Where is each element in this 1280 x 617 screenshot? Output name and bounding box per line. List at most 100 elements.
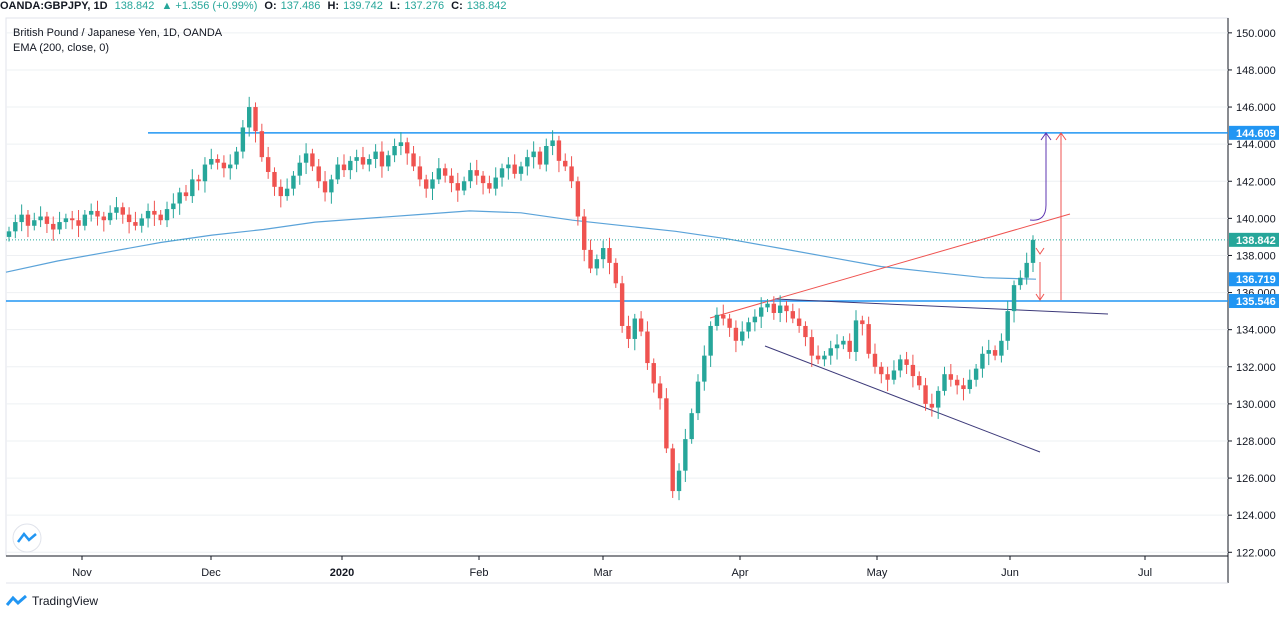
candle-up	[891, 370, 897, 380]
legend-indicator[interactable]: EMA (200, close, 0)	[13, 42, 109, 54]
candle-up	[32, 220, 37, 226]
candle-down	[563, 160, 568, 167]
candle-down	[923, 385, 928, 404]
candle-up	[164, 209, 170, 221]
candle-up	[1030, 239, 1036, 263]
brand-label: TradingView	[32, 594, 99, 608]
tradingview-watermark-icon[interactable]	[12, 523, 42, 553]
candle-up	[373, 151, 378, 159]
candle-down	[664, 398, 669, 449]
candle-up	[999, 340, 1004, 356]
candle-down	[512, 164, 517, 174]
candle-down	[727, 318, 732, 328]
candle-down	[613, 262, 619, 284]
candle-down	[44, 216, 50, 224]
x-tick-label: Mar	[594, 567, 613, 579]
candle-down	[253, 107, 258, 132]
candle-up	[468, 170, 473, 182]
candle-down	[651, 363, 656, 384]
footer-brand[interactable]: TradingView	[6, 592, 98, 610]
candle-down	[411, 153, 416, 167]
candle-up	[752, 316, 758, 323]
time-axis[interactable]: Nov Dec 2020 Feb Mar Apr May Jun Jul	[72, 556, 1152, 579]
legend-title: British Pound / Japanese Yen, 1D, OANDA	[13, 27, 223, 39]
candle-down	[872, 353, 878, 367]
y-tick-label: 142.000	[1236, 176, 1276, 188]
candle-up	[82, 214, 88, 226]
candle-down	[917, 376, 922, 386]
candle-down	[910, 364, 916, 377]
y-tick-label: 146.000	[1236, 102, 1276, 114]
candle-down	[322, 181, 328, 193]
candle-down	[221, 162, 227, 169]
candle-up	[708, 325, 713, 356]
candle-down	[582, 216, 587, 250]
candle-up	[518, 166, 524, 174]
candle-down	[158, 214, 163, 221]
candle-down	[76, 220, 81, 226]
candle-up	[841, 340, 846, 345]
candle-down	[575, 181, 581, 217]
candle-down	[442, 168, 448, 176]
wedge-lower-trendline[interactable]	[764, 345, 1041, 453]
candle-down	[879, 366, 884, 375]
x-tick-label: Nov	[72, 567, 92, 579]
horizontal-levels[interactable]	[6, 132, 1228, 302]
candle-up	[209, 158, 214, 165]
target-arrowhead-purple	[1040, 132, 1052, 141]
tradingview-logo-icon	[6, 594, 27, 606]
candle-up	[758, 307, 764, 317]
candle-up	[171, 203, 176, 210]
candle-up	[935, 390, 941, 408]
x-tick-label: Feb	[470, 567, 489, 579]
price-axis[interactable]: 150.000 148.000 146.000 144.000 142.000 140.0…	[1228, 28, 1276, 559]
candle-down	[721, 314, 726, 319]
candle-up	[499, 168, 505, 178]
candle-down	[133, 222, 138, 226]
y-tick-label: 122.000	[1236, 547, 1276, 559]
candle-up	[461, 181, 467, 191]
candle-up	[63, 218, 69, 223]
pullback-arrowhead	[1035, 293, 1045, 301]
close-label: C:	[451, 0, 463, 12]
upper-resistance-trendline[interactable]	[709, 213, 1071, 319]
candle-up	[525, 157, 530, 167]
candle-down	[379, 151, 385, 167]
candle-up	[942, 374, 947, 391]
candle-up	[1011, 285, 1017, 312]
candle-down	[796, 318, 802, 326]
symbol-name[interactable]: OANDA:GBPJPY, 1D	[0, 0, 108, 12]
candle-up	[246, 107, 252, 128]
low-label: L:	[389, 0, 401, 12]
target-arrow-purple[interactable]	[1029, 133, 1047, 221]
price-tag-label: 136.719	[1236, 274, 1276, 286]
candle-up	[898, 359, 903, 371]
price-tag: 135.546	[1229, 293, 1279, 308]
candle-down	[784, 305, 789, 312]
candle-down	[405, 142, 410, 154]
candle-up	[980, 353, 985, 369]
y-tick-label: 128.000	[1236, 436, 1276, 448]
candle-up	[853, 320, 859, 352]
candle-down	[866, 324, 871, 354]
y-tick-label: 134.000	[1236, 325, 1276, 337]
candle-up	[632, 318, 637, 339]
candle-up	[329, 179, 334, 193]
chart-legend: British Pound / Japanese Yen, 1D, OANDA …	[13, 26, 222, 56]
price-tags: 144.609 138.842 136.719 135.546	[1229, 125, 1279, 308]
trendlines[interactable]	[709, 132, 1109, 453]
candle-down	[265, 157, 271, 172]
candle-down	[961, 385, 966, 390]
candle-down	[95, 210, 100, 217]
candle-up	[88, 210, 94, 215]
candle-down	[423, 179, 429, 189]
candle-up	[702, 355, 707, 382]
candle-up	[689, 413, 694, 440]
wedge-upper-trendline[interactable]	[774, 298, 1109, 315]
candle-up	[240, 127, 246, 152]
candle-up	[986, 350, 991, 354]
candle-down	[360, 157, 366, 165]
candle-up	[234, 151, 239, 165]
candle-up	[19, 214, 24, 223]
